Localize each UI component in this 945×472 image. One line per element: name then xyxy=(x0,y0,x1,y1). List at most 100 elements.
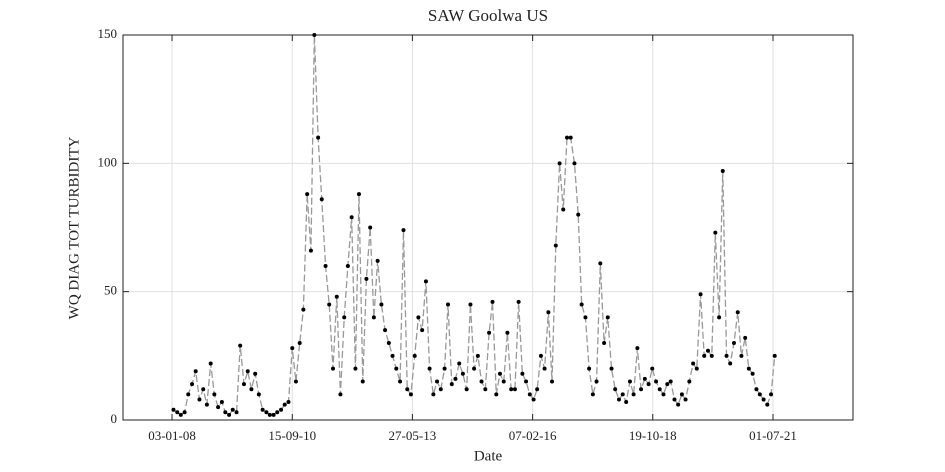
data-point xyxy=(531,397,536,402)
data-point xyxy=(665,382,670,387)
data-point xyxy=(360,379,365,384)
data-point xyxy=(256,392,261,397)
data-point xyxy=(260,407,265,412)
data-point xyxy=(520,371,525,376)
data-point xyxy=(583,315,588,320)
data-point xyxy=(538,353,543,358)
data-point xyxy=(568,135,573,140)
x-tick-label: 19-10-18 xyxy=(629,428,677,443)
data-point xyxy=(416,315,421,320)
data-point xyxy=(379,302,384,307)
data-point xyxy=(512,387,517,392)
data-point xyxy=(765,402,770,407)
data-point xyxy=(234,410,239,415)
y-tick-label: 100 xyxy=(98,154,118,169)
data-point xyxy=(605,315,610,320)
data-point xyxy=(279,407,284,412)
data-point xyxy=(642,376,647,381)
data-point xyxy=(590,392,595,397)
data-point xyxy=(301,307,306,312)
data-point xyxy=(178,412,183,417)
data-point xyxy=(490,299,495,304)
data-point xyxy=(249,387,254,392)
data-point xyxy=(297,341,302,345)
data-point xyxy=(561,207,566,212)
data-point xyxy=(201,387,206,392)
data-point xyxy=(542,366,547,371)
data-point xyxy=(620,392,625,397)
data-point xyxy=(657,387,662,392)
data-point xyxy=(464,387,469,392)
data-point xyxy=(698,292,703,297)
data-point xyxy=(420,328,425,333)
data-point xyxy=(713,230,718,235)
y-axis-label: WQ DIAG TOT TURBIDITY xyxy=(66,137,82,320)
data-point xyxy=(487,330,492,335)
data-point xyxy=(386,341,391,345)
x-tick-label: 01-07-21 xyxy=(749,428,797,443)
data-point xyxy=(267,412,272,417)
data-point xyxy=(390,353,395,358)
data-point xyxy=(216,405,221,410)
data-point xyxy=(475,353,480,358)
data-point xyxy=(527,392,532,397)
data-point xyxy=(275,410,280,415)
data-point xyxy=(709,353,714,358)
data-point xyxy=(702,353,707,358)
data-point xyxy=(223,410,228,415)
data-point xyxy=(750,371,755,376)
data-point xyxy=(349,215,354,220)
data-point xyxy=(668,379,673,384)
data-point xyxy=(405,387,410,392)
data-point xyxy=(460,371,465,376)
data-point xyxy=(271,412,276,417)
data-point xyxy=(327,302,332,307)
data-point xyxy=(565,135,570,140)
data-point xyxy=(720,169,725,174)
data-point xyxy=(457,361,462,366)
data-point xyxy=(501,379,506,384)
data-point xyxy=(253,371,258,376)
data-point xyxy=(627,379,632,384)
data-point xyxy=(286,400,291,405)
data-point xyxy=(331,366,335,371)
data-point xyxy=(394,366,399,371)
data-point xyxy=(293,379,298,384)
data-point xyxy=(769,392,774,397)
data-point xyxy=(308,248,313,253)
data-point xyxy=(754,387,759,392)
data-point xyxy=(594,379,599,384)
data-point xyxy=(227,412,232,417)
x-tick-label: 27-05-13 xyxy=(389,428,437,443)
plot-frame xyxy=(122,34,854,421)
data-point xyxy=(587,366,592,371)
data-point xyxy=(646,382,651,387)
data-point xyxy=(579,302,584,307)
data-point xyxy=(728,361,733,366)
data-point xyxy=(334,294,339,299)
data-point xyxy=(423,279,428,284)
y-tick-label: 150 xyxy=(98,26,118,41)
data-point xyxy=(319,197,324,202)
data-point xyxy=(241,382,246,387)
y-tick-label: 0 xyxy=(111,411,118,426)
data-point xyxy=(219,400,224,405)
data-point xyxy=(371,315,376,320)
data-point xyxy=(364,276,369,281)
data-point xyxy=(230,407,235,412)
data-point xyxy=(368,225,373,230)
data-point xyxy=(557,161,562,166)
data-point xyxy=(724,353,729,358)
x-axis-label: Date xyxy=(474,448,503,464)
data-point xyxy=(175,410,180,415)
data-point xyxy=(468,302,473,307)
data-point xyxy=(624,400,629,405)
data-point xyxy=(661,392,666,397)
data-point xyxy=(282,402,287,407)
data-point xyxy=(353,366,358,371)
data-point xyxy=(208,361,213,366)
data-point xyxy=(550,379,555,384)
data-point xyxy=(431,392,436,397)
data-point xyxy=(691,361,696,366)
